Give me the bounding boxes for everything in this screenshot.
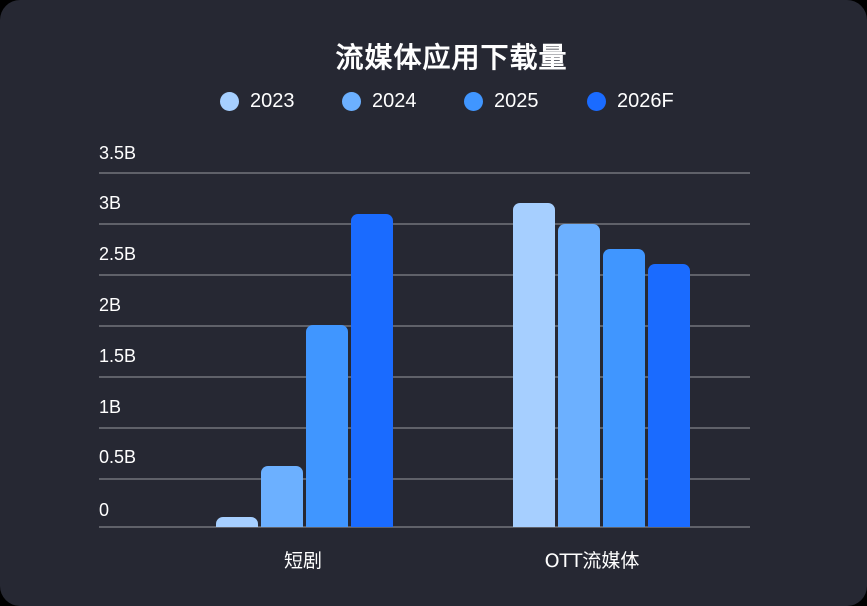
y-tick-label: 2.5B [99,244,137,264]
legend-label: 2026F [617,89,674,112]
bar-ott-2024[interactable] [558,224,600,527]
y-tick-label: 3.5B [99,143,137,163]
bar-ott-2023[interactable] [513,203,555,527]
bar-ott-2025[interactable] [603,249,645,527]
x-label-ott-streaming: OTT流媒体 [544,550,640,572]
gridline [99,172,750,174]
legend-item-2026f[interactable]: 2026F [587,89,674,113]
y-tick-label: 2B [99,295,122,315]
gridline [99,478,750,480]
legend-item-2024[interactable]: 2024 [342,89,417,113]
legend-label: 2024 [372,89,417,112]
chart-title: 流媒体应用下载量 [335,41,568,74]
legend-dot-icon [587,91,606,111]
y-tick-label: 3B [99,193,122,213]
legend-dot-icon [342,91,361,111]
y-tick-label: 1B [99,397,122,417]
bar-short-drama-2023[interactable] [216,517,258,527]
gridline [99,325,750,327]
gridline [99,427,750,429]
bar-short-drama-2024[interactable] [261,466,303,527]
bar-ott-2026f[interactable] [648,264,690,527]
legend-label: 2025 [494,89,539,112]
y-tick-label: 0.5B [99,447,137,467]
x-axis-line [99,526,750,528]
gridline [99,223,750,225]
legend-item-2023[interactable]: 2023 [220,89,295,113]
gridline [99,274,750,276]
bar-short-drama-2026f[interactable] [351,214,393,527]
legend-item-2025[interactable]: 2025 [464,89,539,113]
gridline [99,376,750,378]
legend-dot-icon [464,91,483,111]
bar-short-drama-2025[interactable] [306,325,348,527]
y-tick-label: 1.5B [99,346,137,366]
x-label-short-drama: 短剧 [283,550,323,572]
legend-label: 2023 [250,89,295,112]
legend-dot-icon [220,91,239,111]
y-tick-label: 0 [99,500,110,520]
